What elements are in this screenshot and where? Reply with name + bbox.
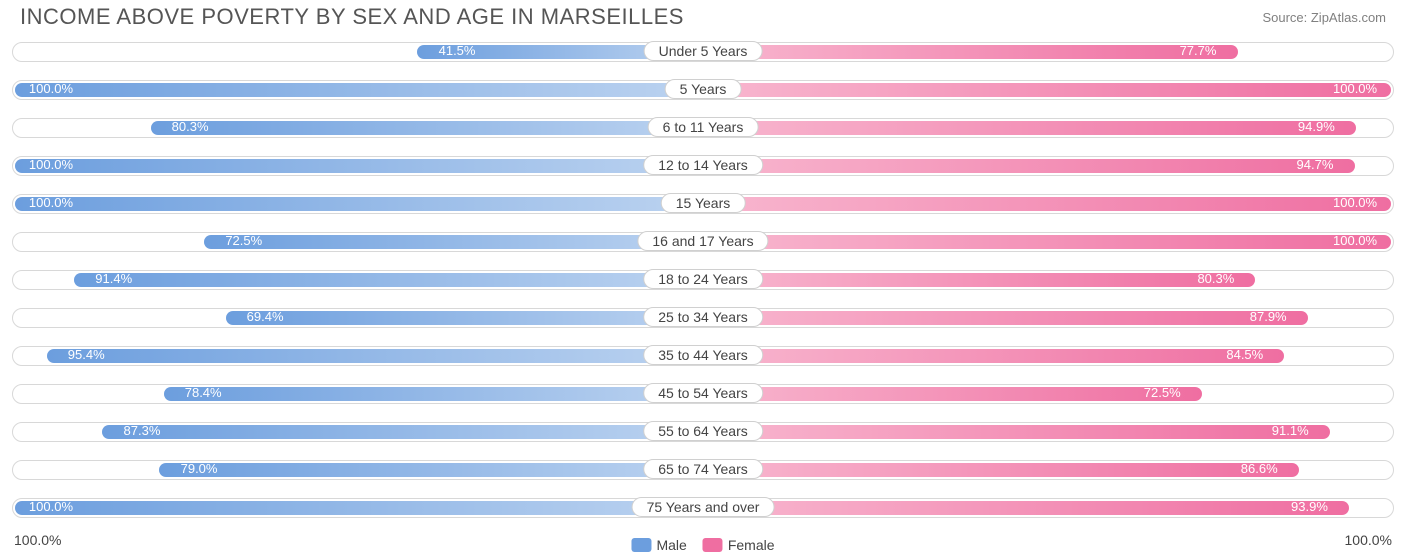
male-bar (47, 349, 703, 363)
female-bar (703, 311, 1308, 325)
female-value: 100.0% (1333, 81, 1377, 96)
male-value: 78.4% (185, 385, 222, 400)
category-label: 12 to 14 Years (643, 155, 763, 175)
male-value: 95.4% (68, 347, 105, 362)
female-value: 93.9% (1291, 499, 1328, 514)
male-bar (164, 387, 703, 401)
female-value: 72.5% (1144, 385, 1181, 400)
female-bar (703, 45, 1238, 59)
chart-row: 87.3% 91.1% 55 to 64 Years (12, 416, 1394, 448)
category-label: Under 5 Years (644, 41, 763, 61)
chart-row: 100.0% 100.0% 15 Years (12, 188, 1394, 220)
chart-row: 72.5% 100.0% 16 and 17 Years (12, 226, 1394, 258)
chart-row: 69.4% 87.9% 25 to 34 Years (12, 302, 1394, 334)
chart-source: Source: ZipAtlas.com (1262, 10, 1386, 25)
chart-row: 78.4% 72.5% 45 to 54 Years (12, 378, 1394, 410)
male-swatch-icon (631, 538, 651, 552)
male-bar (226, 311, 703, 325)
male-value: 69.4% (247, 309, 284, 324)
diverging-bar-chart: 41.5% 77.7% Under 5 Years 100.0% 100.0% 5 Yea… (0, 36, 1406, 524)
chart-row: 41.5% 77.7% Under 5 Years (12, 36, 1394, 68)
female-bar (703, 387, 1202, 401)
legend-male-label: Male (656, 537, 686, 553)
category-label: 6 to 11 Years (648, 117, 759, 137)
female-value: 87.9% (1250, 309, 1287, 324)
female-value: 100.0% (1333, 195, 1377, 210)
axis-left-label: 100.0% (14, 532, 61, 548)
chart-header: INCOME ABOVE POVERTY BY SEX AND AGE IN M… (0, 0, 1406, 36)
category-label: 16 and 17 Years (637, 231, 768, 251)
category-label: 5 Years (665, 79, 742, 99)
female-value: 86.6% (1241, 461, 1278, 476)
female-bar (703, 273, 1255, 287)
axis-right-label: 100.0% (1345, 532, 1392, 548)
male-bar (15, 159, 703, 173)
male-bar (102, 425, 703, 439)
male-value: 87.3% (124, 423, 161, 438)
chart-row: 80.3% 94.9% 6 to 11 Years (12, 112, 1394, 144)
chart-row: 95.4% 84.5% 35 to 44 Years (12, 340, 1394, 372)
male-bar (151, 121, 703, 135)
female-value: 94.9% (1298, 119, 1335, 134)
category-label: 18 to 24 Years (643, 269, 763, 289)
chart-row: 100.0% 100.0% 5 Years (12, 74, 1394, 106)
male-bar (204, 235, 703, 249)
chart-row: 100.0% 94.7% 12 to 14 Years (12, 150, 1394, 182)
female-value: 100.0% (1333, 233, 1377, 248)
male-value: 100.0% (29, 195, 73, 210)
category-label: 75 Years and over (632, 497, 775, 517)
male-value: 91.4% (95, 271, 132, 286)
female-bar (703, 425, 1330, 439)
female-bar (703, 235, 1391, 249)
category-label: 45 to 54 Years (643, 383, 763, 403)
female-bar (703, 463, 1299, 477)
chart-row: 79.0% 86.6% 65 to 74 Years (12, 454, 1394, 486)
female-value: 77.7% (1180, 43, 1217, 58)
male-bar (15, 501, 703, 515)
category-label: 65 to 74 Years (643, 459, 763, 479)
female-value: 84.5% (1226, 347, 1263, 362)
female-swatch-icon (703, 538, 723, 552)
male-bar (74, 273, 703, 287)
female-bar (703, 349, 1284, 363)
legend-male: Male (631, 537, 686, 553)
female-bar (703, 121, 1356, 135)
male-bar (159, 463, 703, 477)
female-bar (703, 197, 1391, 211)
category-label: 55 to 64 Years (643, 421, 763, 441)
female-bar (703, 159, 1355, 173)
male-value: 72.5% (225, 233, 262, 248)
category-label: 35 to 44 Years (643, 345, 763, 365)
male-value: 100.0% (29, 81, 73, 96)
female-value: 91.1% (1272, 423, 1309, 438)
male-value: 80.3% (172, 119, 209, 134)
category-label: 25 to 34 Years (643, 307, 763, 327)
female-bar (703, 501, 1349, 515)
male-bar (15, 83, 703, 97)
legend: Male Female (631, 537, 774, 553)
male-value: 100.0% (29, 157, 73, 172)
legend-female: Female (703, 537, 775, 553)
chart-row: 100.0% 93.9% 75 Years and over (12, 492, 1394, 524)
chart-row: 91.4% 80.3% 18 to 24 Years (12, 264, 1394, 296)
female-value: 80.3% (1197, 271, 1234, 286)
female-bar (703, 83, 1391, 97)
category-label: 15 Years (661, 193, 746, 213)
male-bar (15, 197, 703, 211)
male-value: 100.0% (29, 499, 73, 514)
legend-female-label: Female (728, 537, 775, 553)
male-value: 41.5% (439, 43, 476, 58)
female-value: 94.7% (1297, 157, 1334, 172)
chart-title: INCOME ABOVE POVERTY BY SEX AND AGE IN M… (20, 4, 684, 30)
male-value: 79.0% (181, 461, 218, 476)
